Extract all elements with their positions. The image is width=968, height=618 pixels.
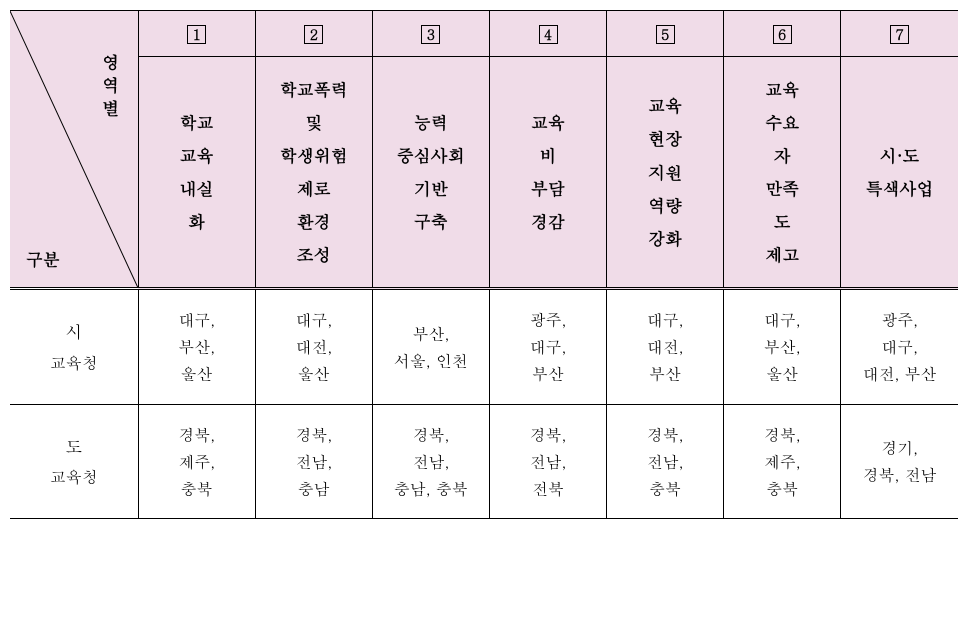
data-cell: 경북,제주,충북 [724,404,841,519]
data-cell: 경북,전남,충남 [255,404,372,519]
column-header: 교육비부담경감 [489,57,606,289]
data-cell: 경북,전남,충북 [607,404,724,519]
table-row: 도 교육청 경북,제주,충북 경북,전남,충남 경북,전남,충남, 충북 경북,… [10,404,958,519]
data-cell: 경기,경북, 전남 [841,404,958,519]
diagonal-top-label: 영역별 [96,53,123,122]
row-label-cell: 도 교육청 [10,404,138,519]
diagonal-header-cell: 영역별 구분 [10,11,138,289]
data-cell: 광주,대구,대전, 부산 [841,289,958,405]
table-row: 시 교육청 대구,부산,울산 대구,대전,울산 부산,서울, 인천 광주,대구,… [10,289,958,405]
diagonal-bottom-label: 구분 [26,246,60,273]
column-header: 학교폭력및학생위험제로환경조성 [255,57,372,289]
column-header: 교육현장지원역량강화 [607,57,724,289]
data-cell: 경북,전남,충남, 충북 [372,404,489,519]
column-header: 교육수요자만족도제고 [724,57,841,289]
row-label-cell: 시 교육청 [10,289,138,405]
column-header: 시·도특색사업 [841,57,958,289]
column-number: 2 [255,11,372,57]
header-title-row: 학교교육내실화 학교폭력및학생위험제로환경조성 능력중심사회기반구축 교육비부담… [10,57,958,289]
column-header: 능력중심사회기반구축 [372,57,489,289]
column-number: 7 [841,11,958,57]
column-number: 4 [489,11,606,57]
column-header: 학교교육내실화 [138,57,255,289]
data-cell: 대구,대전,울산 [255,289,372,405]
data-cell: 대구,대전,부산 [607,289,724,405]
main-table: 영역별 구분 1 2 3 4 5 6 7 학교교육내실화 학교폭력및학생위험제로… [10,10,958,519]
data-cell: 경북,제주,충북 [138,404,255,519]
column-number: 1 [138,11,255,57]
column-number: 6 [724,11,841,57]
column-number: 5 [607,11,724,57]
column-number: 3 [372,11,489,57]
data-cell: 광주,대구,부산 [489,289,606,405]
data-cell: 경북,전남,전북 [489,404,606,519]
data-cell: 대구,부산,울산 [138,289,255,405]
data-cell: 대구,부산,울산 [724,289,841,405]
data-cell: 부산,서울, 인천 [372,289,489,405]
header-number-row: 영역별 구분 1 2 3 4 5 6 7 [10,11,958,57]
